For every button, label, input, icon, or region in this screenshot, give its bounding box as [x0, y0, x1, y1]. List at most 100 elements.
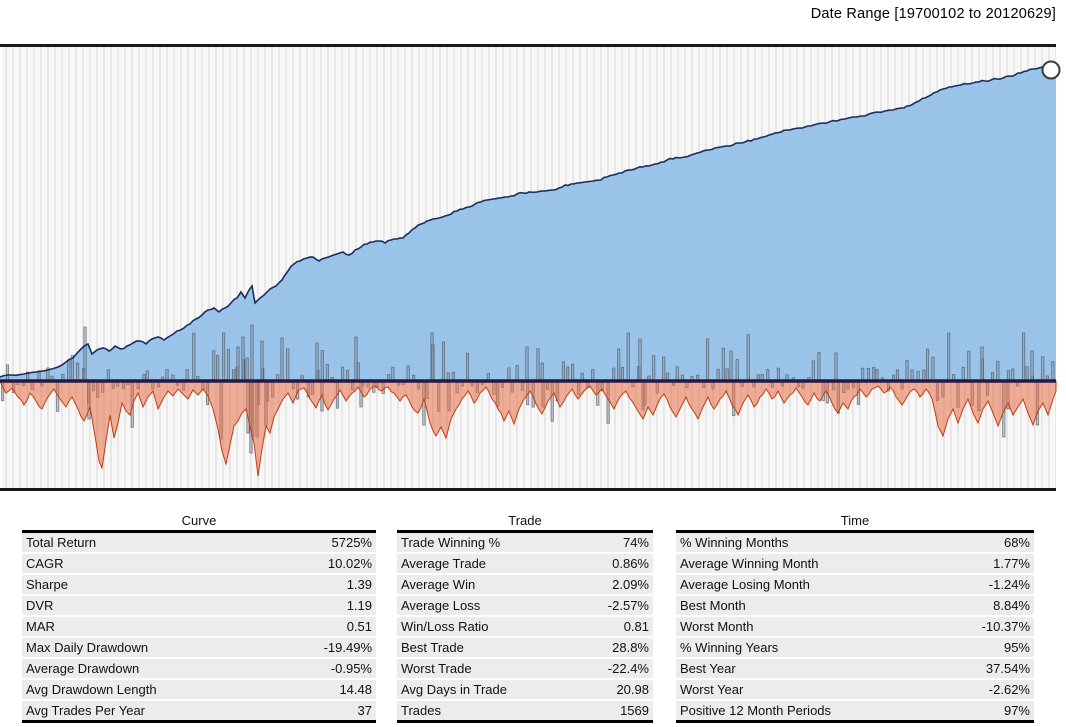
row-value: -10.37%	[981, 619, 1030, 634]
row-value: -1.24%	[988, 577, 1030, 592]
row-value: -2.57%	[607, 598, 649, 613]
table-row: CAGR 10.02%	[22, 554, 376, 575]
table-row: MAR 0.51	[22, 617, 376, 638]
row-value: -2.62%	[988, 682, 1030, 697]
equity-curve-line	[0, 65, 1057, 378]
trade-bar	[817, 352, 821, 382]
trade-bar	[861, 367, 865, 382]
table-row: Avg Drawdown Length 14.48	[22, 680, 376, 701]
trade-bar	[626, 332, 630, 382]
table-title: Curve	[181, 513, 217, 528]
row-label: Avg Days in Trade	[401, 682, 507, 697]
row-label: Worst Month	[680, 619, 754, 634]
table-rule	[397, 530, 653, 533]
trade-bar	[735, 359, 739, 382]
trade-bar	[1030, 350, 1034, 382]
trade-bar	[250, 324, 254, 382]
row-label: Max Daily Drawdown	[26, 640, 149, 655]
trade-bar	[571, 363, 575, 382]
trade-bar	[540, 362, 544, 382]
row-value: 68%	[1003, 535, 1030, 550]
trade-bar	[961, 366, 965, 382]
row-label: Worst Trade	[401, 661, 472, 676]
row-label: Average Trade	[401, 556, 487, 571]
row-label: Sharpe	[26, 577, 68, 592]
trade-bar	[236, 346, 240, 382]
trade-bar	[5, 364, 10, 382]
row-value: 5725%	[331, 535, 372, 550]
trade-bar	[1051, 361, 1055, 382]
table-title: Time	[840, 513, 870, 528]
trade-bar	[620, 366, 624, 382]
row-label: Avg Trades Per Year	[26, 703, 146, 718]
row-value: 37	[357, 703, 372, 718]
row-value: 74%	[622, 535, 649, 550]
trade-bar	[652, 355, 656, 382]
row-value: 95%	[1003, 640, 1030, 655]
table-row: Positive 12 Month Periods 97%	[676, 701, 1034, 722]
trade-bar	[675, 366, 679, 382]
trade-bar	[716, 368, 720, 382]
trade-bar	[216, 355, 220, 382]
stats-table-trade: Trade Trade Winning % 74% Average Trade 0.8…	[397, 513, 653, 723]
trade-bar	[286, 348, 290, 382]
table-rule	[676, 530, 1034, 533]
trade-bar	[834, 352, 838, 382]
drawdown-area	[0, 380, 1057, 477]
trade-bar	[245, 357, 249, 382]
trade-bar	[222, 332, 226, 382]
row-label: Average Drawdown	[26, 661, 140, 676]
table-row: Total Return 5725%	[22, 533, 376, 554]
row-value: 20.98	[616, 682, 649, 697]
trade-bar	[996, 360, 1000, 382]
trade-bar	[729, 350, 733, 382]
row-label: CAGR	[26, 556, 64, 571]
trade-bar	[662, 356, 666, 382]
trade-bar	[192, 332, 196, 382]
trade-bar	[441, 341, 446, 382]
trade-bar	[76, 362, 80, 382]
row-label: Best Trade	[401, 640, 464, 655]
row-label: Trade Winning %	[401, 535, 501, 550]
table-row: Best Trade 28.8%	[397, 638, 653, 659]
trade-bar	[1011, 368, 1015, 382]
trade-bar	[1025, 366, 1029, 382]
chart-end-marker	[1041, 60, 1061, 80]
trade-bar	[465, 352, 470, 382]
table-row: Average Drawdown -0.95%	[22, 659, 376, 680]
table-body: Trade Winning % 74% Average Trade 0.86% Aver…	[397, 533, 653, 722]
table-row: Avg Trades Per Year 37	[22, 701, 376, 722]
stats-table-curve: Curve Total Return 5725% CAGR 10.02% Sharpe 1…	[22, 513, 376, 723]
trade-bar	[947, 332, 951, 382]
chart-bottom-border	[0, 488, 1056, 491]
table-body: % Winning Months 68% Average Winning Month…	[676, 533, 1034, 722]
table-row: DVR 1.19	[22, 596, 376, 617]
table-body: Total Return 5725% CAGR 10.02% Sharpe 1.39 DVR…	[22, 533, 376, 722]
table-row: Worst Trade -22.4%	[397, 659, 653, 680]
trade-bar	[431, 344, 435, 382]
table-row: Worst Month -10.37%	[676, 617, 1034, 638]
trade-bar	[320, 350, 324, 382]
chart-top-border	[0, 44, 1056, 47]
table-rule	[676, 720, 1034, 723]
table-rule	[397, 720, 653, 723]
row-label: Positive 12 Month Periods	[680, 703, 832, 718]
table-row: Average Loss -2.57%	[397, 596, 653, 617]
trade-bar	[280, 337, 284, 382]
table-row: Trade Winning % 74%	[397, 533, 653, 554]
trade-bar	[866, 367, 871, 382]
trade-bar	[566, 366, 570, 382]
row-label: Total Return	[26, 535, 97, 550]
trade-bar	[354, 336, 358, 382]
row-value: -0.95%	[330, 661, 372, 676]
row-label: Average Loss	[401, 598, 481, 613]
row-value: 37.54%	[985, 661, 1030, 676]
row-value: -19.49%	[323, 640, 372, 655]
row-value: 1569	[620, 703, 649, 718]
row-value: 1.19	[346, 598, 372, 613]
trade-bar	[725, 368, 729, 382]
row-value: 14.48	[339, 682, 372, 697]
trade-bar	[931, 356, 935, 382]
row-label: Win/Loss Ratio	[401, 619, 489, 634]
row-value: 0.86%	[612, 556, 649, 571]
